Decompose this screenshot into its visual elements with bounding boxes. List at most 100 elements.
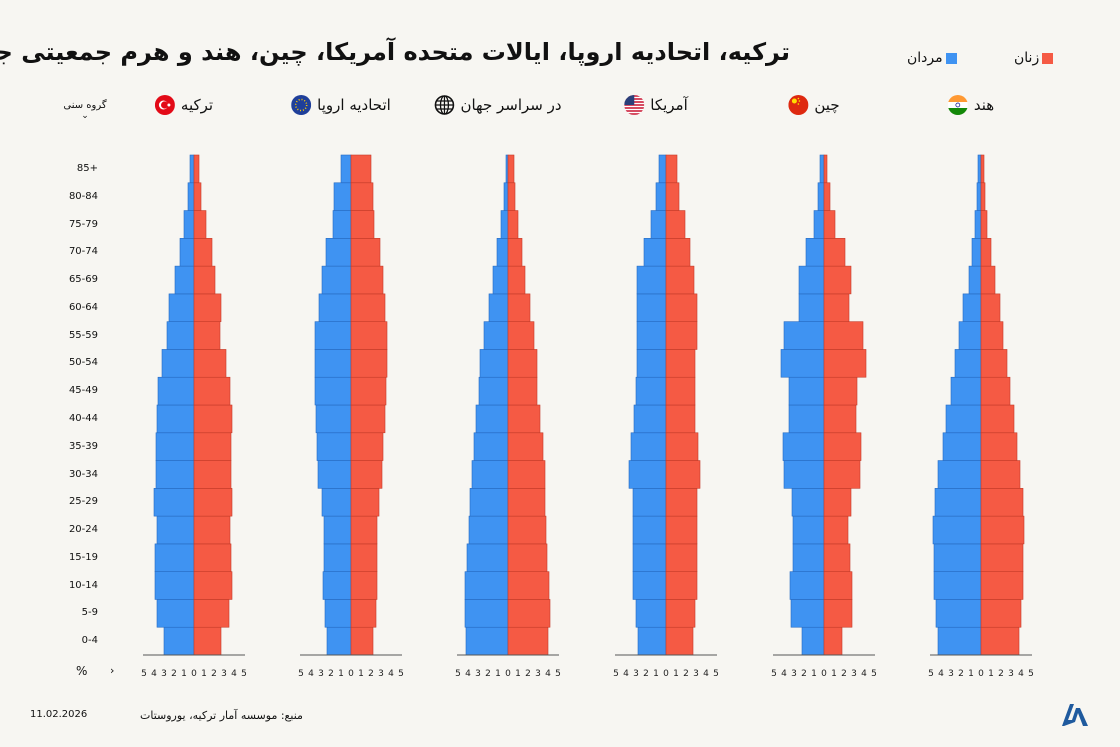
male-bar-30-34	[155, 460, 195, 489]
male-bar-10-14	[154, 571, 195, 600]
female-bar-80-84	[350, 182, 374, 211]
female-bar-50-54	[665, 349, 696, 378]
x-tick-label: 1	[495, 669, 501, 679]
male-bar-30-34	[783, 460, 825, 489]
female-bar-50-54	[350, 349, 388, 378]
female-bar-25-29	[350, 488, 380, 517]
usa-flag-icon	[624, 95, 645, 115]
male-bar-70-74	[325, 238, 352, 267]
male-bar-25-29	[632, 488, 667, 517]
female-bar-80-84	[980, 182, 986, 211]
female-bar-0-4	[980, 626, 1020, 656]
female-bar-75-79	[980, 210, 988, 239]
male-bar-0-4	[801, 626, 825, 656]
x-tick-label: 4	[781, 669, 787, 679]
age-label: 5-9	[81, 607, 98, 619]
male-bar-15-19	[154, 543, 195, 572]
age-group-header[interactable]: گروه سنی ⌄	[60, 100, 110, 121]
male-bar-65-69	[321, 265, 352, 295]
male-bar-45-49	[950, 376, 982, 406]
male-bar-0-4	[937, 626, 982, 656]
x-tick-label: 0	[978, 669, 984, 679]
male-bar-80-84	[333, 182, 352, 211]
male-bar-20-24	[468, 515, 509, 545]
female-bar-65-69	[823, 265, 852, 295]
male-bar-80-84	[655, 182, 667, 211]
female-bar-15-19	[980, 543, 1024, 572]
female-bar-10-14	[350, 571, 378, 600]
female-bar-5-9	[350, 599, 377, 628]
female-bar-35-39	[980, 432, 1018, 461]
male-bar-80-84	[976, 182, 982, 211]
female-bar-25-29	[665, 488, 698, 517]
female-bar-75-79	[193, 210, 207, 239]
male-bar-60-64	[962, 293, 982, 322]
chevron-right-icon[interactable]: ›	[110, 664, 115, 677]
male-bar-50-54	[780, 349, 825, 378]
age-label: 70-74	[68, 246, 98, 258]
female-bar-60-64	[823, 293, 850, 322]
female-bar-0-4	[823, 626, 843, 656]
female-bar-50-54	[507, 349, 538, 378]
chart-name: ترکیه	[180, 96, 214, 114]
male-bar-70-74	[971, 238, 982, 267]
x-tick-label: 0	[505, 669, 511, 679]
x-tick-label: 4	[545, 669, 551, 679]
female-bar-0-4	[507, 626, 549, 656]
x-tick-label: 5	[613, 669, 619, 679]
date: 11.02.2026	[30, 709, 88, 720]
age-label: 35-39	[68, 440, 98, 452]
male-bar-45-49	[314, 376, 352, 406]
chart-header: آمریکا	[624, 95, 688, 115]
male-bar-55-59	[636, 321, 667, 350]
x-tick-label: 5	[928, 669, 934, 679]
male-bar-55-59	[166, 321, 195, 350]
x-tick-label: 2	[368, 669, 374, 679]
age-label: 0-4	[81, 635, 98, 647]
x-tick-label: 5	[455, 669, 461, 679]
chart-header: اتحادیه اروپا	[291, 95, 391, 115]
female-bar-85+	[193, 154, 200, 184]
x-tick-label: 2	[841, 669, 847, 679]
x-tick-label: 1	[653, 669, 659, 679]
age-group-label: گروه سنی	[63, 100, 107, 111]
male-bar-40-44	[945, 404, 982, 434]
chart-name: چین	[814, 96, 840, 114]
female-bar-5-9	[980, 599, 1022, 628]
female-bar-80-84	[665, 182, 680, 211]
male-bar-70-74	[496, 238, 509, 267]
x-tick-label: 3	[1008, 669, 1014, 679]
female-bar-75-79	[350, 210, 375, 239]
male-bar-85+	[977, 154, 982, 184]
female-bar-45-49	[665, 376, 696, 406]
female-bar-85+	[350, 154, 372, 184]
female-bar-30-34	[980, 460, 1021, 489]
male-bar-70-74	[643, 238, 667, 267]
female-bar-60-64	[350, 293, 386, 322]
female-bar-30-34	[193, 460, 232, 489]
female-bar-0-4	[350, 626, 374, 656]
male-bar-25-29	[153, 488, 195, 517]
x-tick-label: 0	[348, 669, 354, 679]
age-label: 50-54	[68, 357, 98, 369]
female-bar-20-24	[980, 515, 1025, 545]
female-bar-85+	[665, 154, 678, 184]
chart-name: هند	[973, 96, 995, 114]
x-tick-label: 3	[948, 669, 954, 679]
male-bar-65-69	[492, 265, 509, 295]
age-label: 75-79	[68, 218, 98, 230]
male-bar-25-29	[321, 488, 352, 517]
female-bar-55-59	[980, 321, 1004, 350]
age-label: 45-49	[68, 385, 98, 397]
male-bar-10-14	[933, 571, 982, 600]
male-bar-75-79	[650, 210, 667, 239]
female-bar-60-64	[980, 293, 1001, 322]
female-swatch-icon	[1042, 52, 1054, 64]
male-bar-55-59	[783, 321, 825, 350]
male-bar-10-14	[632, 571, 667, 600]
female-bar-20-24	[823, 515, 849, 545]
female-bar-80-84	[193, 182, 202, 211]
male-bar-25-29	[934, 488, 982, 517]
male-bar-40-44	[156, 404, 195, 434]
